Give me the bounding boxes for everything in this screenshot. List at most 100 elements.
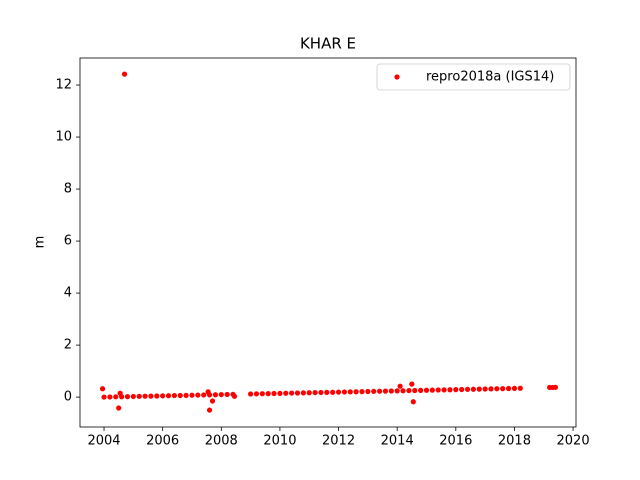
point (289, 390, 295, 396)
y-axis-label: m (33, 236, 48, 249)
point (101, 394, 107, 400)
point (136, 393, 142, 399)
point (209, 398, 216, 404)
point (116, 405, 122, 411)
y-tick-label: 10 (55, 130, 72, 145)
point (371, 388, 377, 394)
point (117, 390, 123, 396)
plot-frame (79, 57, 577, 428)
point (511, 385, 518, 391)
point (353, 389, 359, 395)
point (294, 390, 301, 396)
point (365, 388, 371, 395)
point (423, 387, 430, 393)
y-tick-label: 6 (64, 234, 72, 249)
point (476, 386, 482, 392)
x-tick-label: 2008 (205, 434, 238, 449)
point (447, 387, 453, 393)
point (148, 393, 154, 399)
point (500, 386, 506, 392)
point (121, 71, 128, 77)
point (453, 387, 459, 393)
point (406, 387, 412, 394)
point (412, 387, 418, 394)
legend-box (376, 63, 571, 91)
point (171, 392, 177, 399)
y-tick-label: 12 (55, 78, 72, 93)
legend-marker (394, 74, 400, 80)
point (464, 386, 471, 392)
point (388, 388, 394, 394)
point (324, 389, 330, 395)
point (410, 399, 416, 405)
point (394, 388, 400, 394)
x-tick-label: 2010 (263, 434, 296, 449)
point (312, 389, 318, 396)
point (206, 407, 213, 413)
x-tick-label: 2012 (322, 434, 355, 449)
point (300, 390, 306, 396)
x-tick-label: 2020 (557, 434, 590, 449)
point (130, 393, 136, 400)
point (488, 386, 494, 392)
point (470, 386, 476, 392)
x-tick-label: 2018 (498, 434, 531, 449)
point (205, 389, 211, 395)
y-tick-label: 0 (64, 390, 72, 405)
point (341, 389, 348, 395)
y-tick-label: 4 (64, 286, 72, 301)
x-tick-label: 2004 (87, 434, 120, 449)
point (482, 386, 488, 392)
chart-title: KHAR E (300, 35, 356, 53)
point (253, 391, 260, 397)
point (382, 388, 389, 394)
point (201, 392, 207, 398)
point (335, 389, 342, 395)
point (429, 387, 435, 393)
point (218, 391, 224, 398)
point (359, 389, 365, 395)
point (154, 393, 160, 399)
point (397, 383, 403, 389)
point (189, 392, 195, 398)
point (107, 394, 113, 400)
point (494, 386, 500, 392)
point (306, 390, 312, 396)
point (113, 394, 119, 400)
legend-label: repro2018a (IGS14) (426, 70, 554, 85)
point (277, 390, 283, 396)
point (231, 393, 238, 399)
x-tick-label: 2016 (439, 434, 472, 449)
point (248, 391, 254, 397)
point (376, 388, 383, 394)
point (212, 392, 219, 398)
point (165, 393, 172, 399)
point (195, 392, 201, 398)
point (124, 394, 131, 400)
point (517, 385, 523, 391)
point (435, 387, 441, 393)
point (283, 390, 289, 396)
point (347, 389, 353, 395)
point (409, 381, 415, 387)
point (318, 389, 324, 396)
point (259, 391, 265, 397)
point (418, 387, 424, 393)
point (224, 391, 230, 398)
point (265, 391, 271, 397)
point (441, 387, 447, 393)
y-tick-label: 2 (64, 338, 72, 353)
point (177, 392, 183, 399)
point (271, 390, 277, 397)
point (142, 393, 148, 399)
point (400, 388, 406, 394)
x-tick-label: 2006 (146, 434, 179, 449)
x-tick-label: 2014 (381, 434, 414, 449)
point (99, 386, 106, 392)
point (330, 389, 336, 395)
point (505, 385, 512, 392)
y-tick-label: 8 (64, 182, 72, 197)
point (160, 393, 166, 399)
point (552, 384, 559, 390)
